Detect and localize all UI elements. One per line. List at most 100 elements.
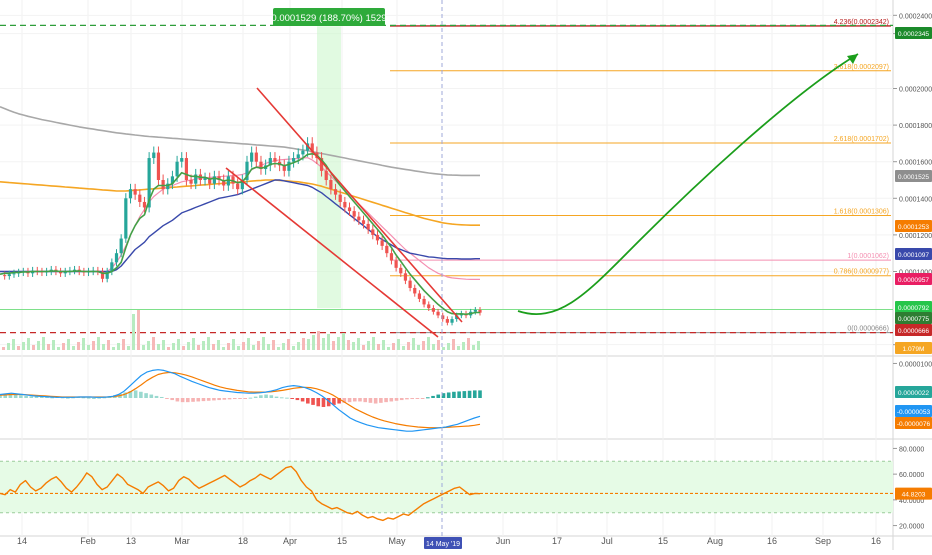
candle-body[interactable]: [431, 308, 435, 312]
price-tag[interactable]: 0.0001525: [895, 170, 932, 182]
candle-body[interactable]: [12, 273, 16, 275]
price-tag[interactable]: -0.0000076: [895, 417, 932, 429]
candle-body[interactable]: [445, 319, 449, 323]
candle-body[interactable]: [175, 161, 179, 177]
candle-body[interactable]: [427, 304, 431, 309]
candle-body[interactable]: [310, 143, 314, 153]
cursor-date-label[interactable]: 14 May '19: [424, 537, 462, 549]
candle-body[interactable]: [455, 315, 459, 320]
candle-body[interactable]: [403, 273, 408, 281]
candle-body[interactable]: [236, 183, 240, 190]
candle-body[interactable]: [100, 271, 105, 279]
candle-body[interactable]: [245, 161, 249, 180]
candle-body[interactable]: [291, 158, 296, 162]
candle-body[interactable]: [3, 275, 7, 277]
candle-body[interactable]: [305, 143, 310, 151]
candle-body[interactable]: [408, 280, 412, 288]
candle-body[interactable]: [142, 201, 147, 208]
candle-body[interactable]: [217, 176, 221, 180]
price-tag[interactable]: 0.0000792: [895, 301, 932, 313]
price-tag[interactable]: 0.0000666: [895, 324, 932, 336]
candle-body[interactable]: [366, 223, 370, 230]
candle-body[interactable]: [371, 229, 375, 235]
price-tag[interactable]: 0.0000957: [895, 273, 932, 285]
candle-body[interactable]: [450, 319, 454, 323]
candle-body[interactable]: [352, 211, 356, 217]
candle-body[interactable]: [212, 176, 216, 184]
candle-body[interactable]: [422, 298, 426, 305]
candle-body[interactable]: [473, 309, 477, 312]
candle-body[interactable]: [152, 152, 156, 159]
candle-body[interactable]: [231, 176, 235, 184]
price-tag[interactable]: -0.0000053: [895, 405, 932, 417]
candle-body[interactable]: [436, 311, 440, 316]
price-tag[interactable]: 44.8203: [895, 487, 932, 500]
macd-panel[interactable]: [0, 369, 482, 432]
candle-body[interactable]: [268, 158, 272, 166]
candle-body[interactable]: [394, 260, 398, 268]
candle-body[interactable]: [208, 178, 212, 184]
candle-body[interactable]: [385, 245, 389, 254]
candle-body[interactable]: [240, 180, 244, 190]
price-tag[interactable]: 0.0001253: [895, 220, 932, 232]
candle-body[interactable]: [413, 287, 417, 294]
candle-body[interactable]: [156, 152, 161, 180]
candle-body[interactable]: [133, 189, 137, 195]
price-axis[interactable]: 0.00024000.00023000.00020000.00018000.00…: [893, 13, 932, 531]
candle-body[interactable]: [119, 238, 123, 254]
candle-body[interactable]: [357, 216, 361, 221]
channel-upper-line[interactable]: [256, 87, 463, 323]
candle-body[interactable]: [184, 158, 189, 180]
candle-body[interactable]: [259, 161, 263, 170]
candle-body[interactable]: [380, 240, 384, 246]
candle-body[interactable]: [301, 150, 305, 155]
candle-body[interactable]: [147, 158, 151, 208]
candle-body[interactable]: [333, 189, 338, 195]
candle-body[interactable]: [180, 158, 184, 162]
candle-body[interactable]: [203, 178, 207, 180]
candle-body[interactable]: [441, 315, 445, 320]
candle-body[interactable]: [7, 274, 11, 277]
candle-body[interactable]: [361, 220, 366, 224]
candle-body[interactable]: [105, 271, 109, 279]
price-tag[interactable]: 0.0000022: [895, 386, 932, 398]
candle-body[interactable]: [222, 180, 226, 186]
price-panel[interactable]: 4.236(0.0002342) 3.618(0.0002097) 2.618(0.…: [0, 19, 893, 350]
candle-body[interactable]: [324, 170, 328, 180]
candle-body[interactable]: [399, 267, 403, 274]
candle-body[interactable]: [273, 158, 277, 162]
candle-body[interactable]: [296, 154, 300, 159]
candle-body[interactable]: [189, 180, 193, 184]
projection-curve[interactable]: [517, 53, 859, 316]
candle-body[interactable]: [128, 189, 133, 199]
candle-body[interactable]: [124, 198, 128, 239]
candle-body[interactable]: [170, 176, 175, 184]
candle-body[interactable]: [329, 180, 333, 190]
channel-lower-line[interactable]: [225, 167, 439, 338]
candle-body[interactable]: [226, 176, 230, 186]
candle-body[interactable]: [343, 201, 347, 208]
candle-body[interactable]: [110, 262, 114, 272]
candle-body[interactable]: [287, 161, 291, 171]
candle-body[interactable]: [375, 234, 380, 241]
candle-body[interactable]: [138, 194, 142, 202]
candle-body[interactable]: [338, 194, 342, 202]
candle-body[interactable]: [282, 165, 286, 171]
candle-body[interactable]: [389, 253, 394, 261]
candle-body[interactable]: [58, 271, 63, 274]
candle-body[interactable]: [250, 152, 254, 162]
candle-body[interactable]: [166, 183, 170, 190]
candle-body[interactable]: [417, 293, 422, 299]
candle-body[interactable]: [114, 253, 119, 263]
rsi-panel[interactable]: [0, 460, 893, 522]
price-tag[interactable]: 0.0001097: [895, 248, 932, 260]
price-tag[interactable]: 1.079M: [895, 342, 932, 354]
time-axis[interactable]: 14 Feb 13 Mar 18 Apr 15 May Jun 17 Jul 15 Aug 16 Sep 16…: [17, 536, 881, 549]
price-tag[interactable]: 0.0000775: [895, 312, 932, 324]
candle-body[interactable]: [161, 180, 165, 190]
candle-body[interactable]: [63, 271, 67, 274]
price-tag[interactable]: 0.0002345: [895, 27, 932, 39]
candle-body[interactable]: [254, 152, 258, 162]
candle-body[interactable]: [194, 174, 198, 184]
